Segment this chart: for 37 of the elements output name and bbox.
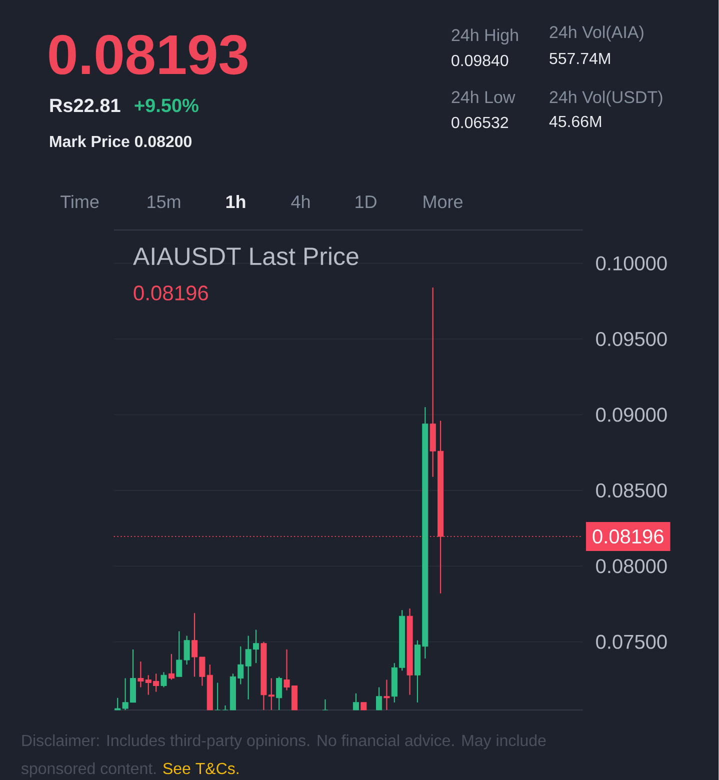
y-tick-label: 0.09000 [596, 408, 667, 422]
candlestick [222, 704, 228, 711]
text: 15m [148, 196, 180, 208]
text: 1D [356, 196, 377, 208]
y-tick-label: 0.09500 [596, 332, 667, 346]
text: 557.74M [550, 52, 610, 64]
text: 0.08193 [49, 34, 248, 75]
candlestick [376, 686, 382, 711]
text: 24h Vol(USDT) [550, 90, 662, 107]
text: More [424, 196, 463, 208]
candlestick [214, 682, 221, 711]
text: See T&Cs. [163, 762, 238, 774]
text: 0.09840 [452, 54, 508, 66]
text: +9.50% [134, 98, 199, 112]
text: AIAUSDT Last Price [133, 246, 358, 266]
candlestick [168, 653, 175, 680]
text: 24h Vol(AIA) [550, 26, 644, 42]
text: 45.66M [549, 116, 602, 128]
y-tick-label: 0.08500 [596, 483, 667, 498]
y-tick-label: 0.10000 [596, 256, 667, 270]
y-tick-label: 0.08000 [596, 559, 667, 574]
text: 0.08196 [134, 286, 208, 300]
candlestick [384, 679, 390, 711]
text: 24h Low [452, 90, 516, 104]
text: 0.06532 [452, 116, 508, 128]
text: 1h [226, 194, 246, 208]
text: Mark Price 0.08200 [50, 135, 192, 148]
text: Time [60, 194, 99, 208]
y-tick-label: 0.07500 [596, 634, 667, 649]
text: 4h [291, 194, 310, 208]
candlestick [276, 676, 282, 711]
text: 24h High [452, 28, 518, 45]
candlestick [353, 692, 360, 711]
candlestick [160, 672, 167, 688]
ref-line-label: 0.08196 [592, 529, 664, 544]
candlestick [322, 698, 328, 711]
text: Rs22.81 [50, 98, 120, 112]
